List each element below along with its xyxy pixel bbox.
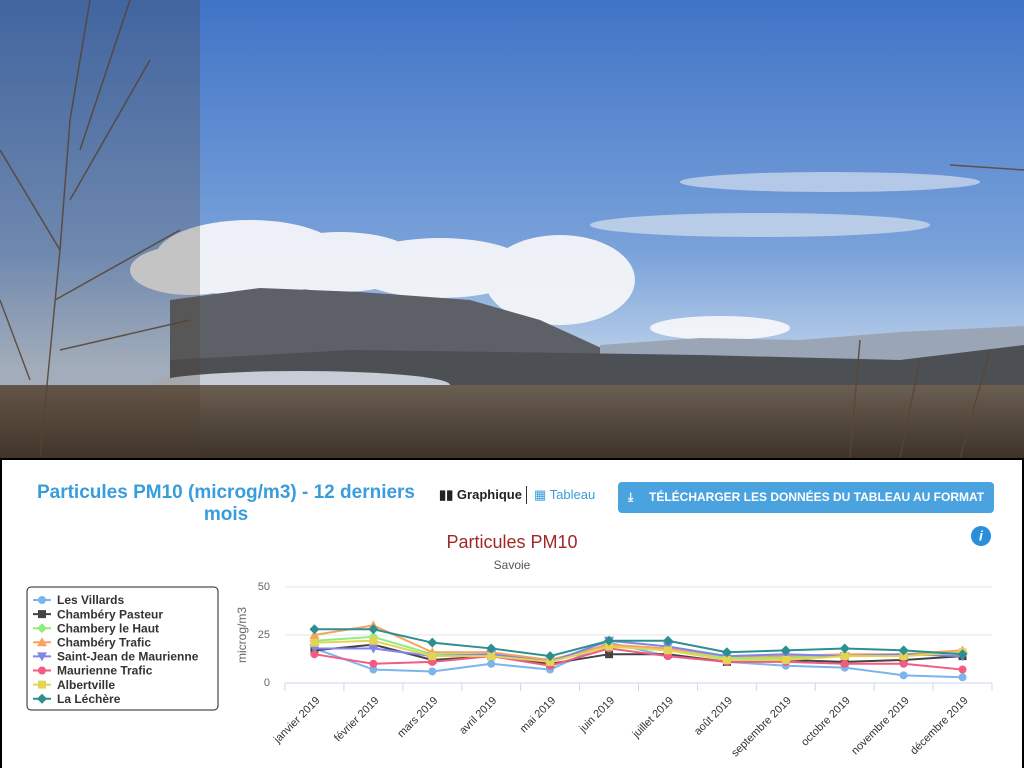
data-point (662, 635, 673, 646)
data-point (663, 646, 672, 655)
x-tick-label: septembre 2019 (729, 695, 794, 760)
chart-subtitle: Savoie (494, 558, 531, 572)
series-line (314, 647, 963, 671)
legend-symbol (37, 623, 47, 634)
data-point (428, 667, 437, 676)
chart-tab-label[interactable]: Graphique (456, 487, 522, 502)
data-point (487, 652, 496, 661)
legend-symbol (37, 637, 47, 647)
table-tab[interactable]: ▦ Tableau (534, 487, 596, 502)
data-point (605, 650, 614, 659)
table-tab-label[interactable]: Tableau (549, 487, 596, 502)
data-point (310, 638, 319, 647)
data-point (368, 644, 379, 654)
data-point (899, 671, 908, 680)
data-point (487, 659, 496, 668)
data-point (310, 650, 319, 659)
data-point (781, 655, 790, 664)
legend-symbol (37, 693, 47, 704)
data-point (780, 645, 791, 656)
x-tick-label: juin 2019 (576, 695, 617, 736)
data-point (428, 652, 437, 661)
legend-symbol (38, 666, 46, 675)
legend-label: La Léchère (57, 692, 121, 706)
download-label[interactable]: TÉLÉCHARGER LES DONNÉES DU TABLEAU AU FO… (649, 490, 985, 535)
data-point (486, 643, 497, 654)
legend-symbol (38, 610, 46, 619)
legend-label: Chambery le Haut (57, 621, 159, 635)
data-point (839, 643, 850, 654)
legend-label: Maurienne Trafic (57, 664, 153, 678)
chart-title: Particules PM10 (446, 532, 577, 552)
legend-symbol (38, 596, 46, 604)
x-tick-label: mai 2019 (518, 695, 558, 735)
data-point (957, 649, 968, 660)
chart: Particules PM10 Savoie i microg/m3 0 25 50… (26, 526, 993, 760)
x-tick-label: avril 2019 (457, 695, 499, 737)
data-point (309, 630, 320, 639)
data-point (958, 673, 967, 682)
chart-tab[interactable]: ▮▮ Graphique (439, 487, 522, 502)
series-line (314, 624, 963, 661)
legend-symbol (38, 680, 46, 689)
legend-symbol (37, 652, 47, 662)
data-point (840, 652, 849, 661)
landscape-photo (0, 0, 1024, 458)
data-point (721, 647, 732, 658)
legend-label: Les Villards (57, 593, 124, 607)
y-tick-label: 0 (264, 677, 270, 689)
data-point (309, 644, 320, 654)
y-tick-label: 25 (258, 629, 270, 641)
x-tick-label: octobre 2019 (799, 695, 853, 749)
legend-label: Chambéry Trafic (57, 635, 151, 649)
data-point (958, 665, 967, 674)
series-line (314, 639, 963, 663)
series-line (314, 643, 963, 665)
y-axis-title: microg/m3 (235, 607, 249, 663)
panel-title: Particules PM10 (microg/m3) - 12 dernier… (36, 482, 416, 525)
data-point (369, 665, 378, 674)
data-point (605, 642, 614, 651)
x-tick-label: février 2019 (332, 695, 382, 745)
data-point (898, 645, 909, 656)
download-button[interactable]: ⤓ TÉLÉCHARGER LES DONNÉES DU TABLEAU AU F… (618, 482, 994, 535)
x-tick-label: août 2019 (692, 695, 735, 738)
x-tick-label: juillet 2019 (630, 695, 676, 741)
info-icon[interactable] (971, 526, 991, 546)
data-point (722, 655, 731, 664)
info-icon-label[interactable]: i (979, 528, 984, 544)
data-point (604, 635, 615, 646)
data-point (899, 652, 908, 661)
series-line (314, 628, 963, 658)
data-point (309, 624, 320, 635)
x-tick-label: janvier 2019 (271, 695, 323, 747)
data-point (840, 659, 849, 668)
data-point (369, 636, 378, 645)
legend-label: Saint-Jean de Maurienne (57, 650, 199, 664)
y-tick-label: 50 (258, 581, 270, 593)
x-tick-label: novembre 2019 (849, 695, 912, 758)
data-point (545, 651, 556, 662)
x-tick-label: mars 2019 (395, 695, 440, 740)
data-point (899, 659, 908, 668)
data-point (369, 659, 378, 668)
tab-separator (526, 486, 527, 504)
data-point (427, 637, 438, 648)
legend-box (26, 586, 219, 711)
data-point (368, 624, 379, 635)
x-tick-label: décembre 2019 (908, 695, 971, 758)
legend-label: Chambéry Pasteur (57, 607, 163, 621)
legend-label: Albertville (57, 678, 115, 692)
data-point (546, 657, 555, 666)
